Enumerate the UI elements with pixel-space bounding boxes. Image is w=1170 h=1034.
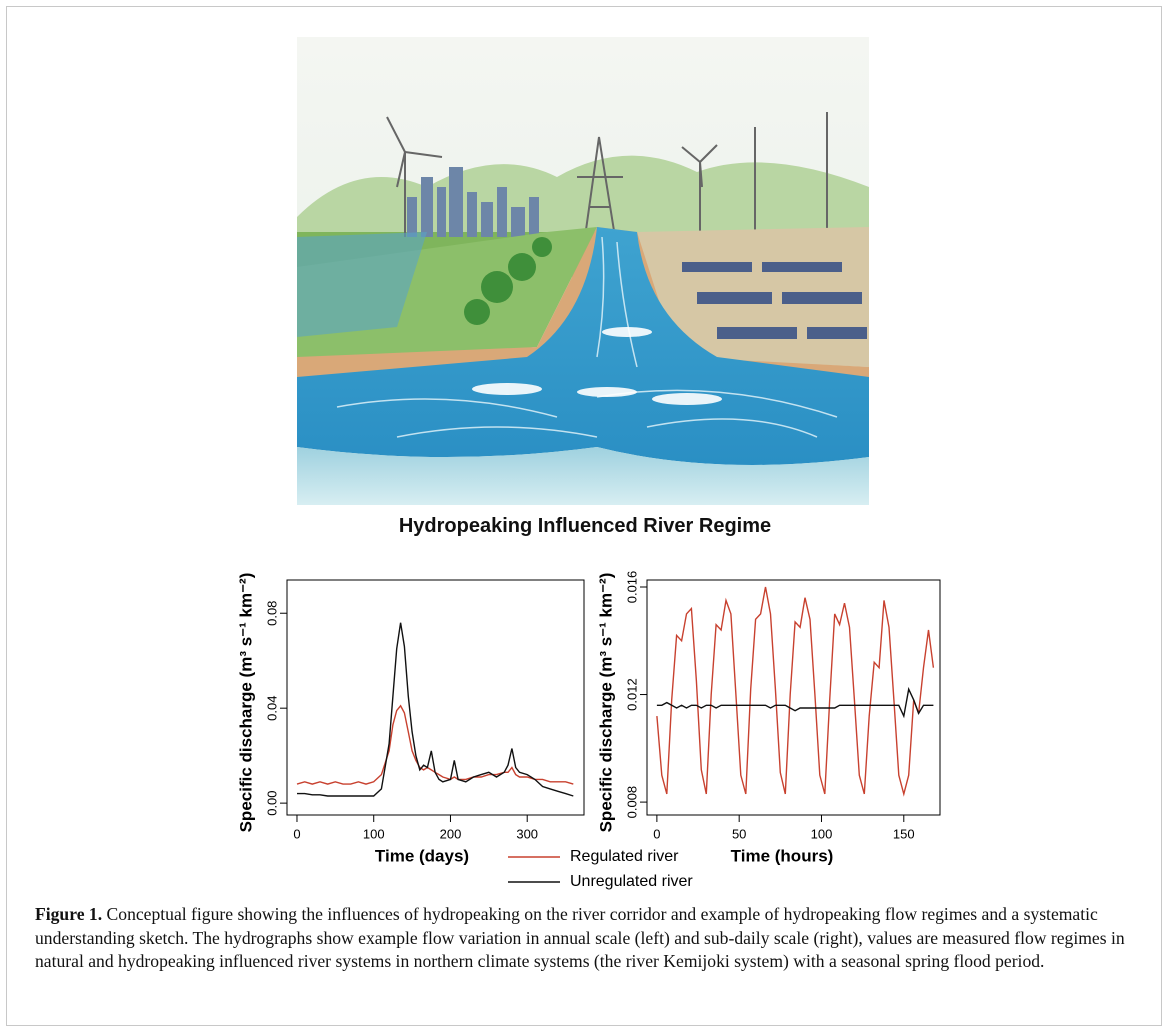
caption-label: Figure 1. — [35, 904, 102, 924]
y-axis-label: Specific discharge (m³ s⁻¹ km⁻²) — [596, 573, 615, 833]
x-axis-label: Time (days) — [375, 846, 469, 865]
x-tick-label: 100 — [811, 826, 833, 841]
x-tick-label: 0 — [293, 826, 300, 841]
series-line — [297, 623, 573, 796]
y-tick-label: 0.016 — [624, 571, 639, 604]
page: Hydropeaking Influenced River Regime 010… — [0, 0, 1170, 1034]
x-axis-label: Time (hours) — [731, 846, 834, 865]
caption: Figure 1. Conceptual figure showing the … — [35, 903, 1145, 974]
y-tick-label: 0.008 — [624, 786, 639, 819]
x-tick-label: 300 — [516, 826, 538, 841]
x-tick-label: 50 — [732, 826, 746, 841]
x-tick-label: 200 — [440, 826, 462, 841]
y-tick-label: 0.08 — [264, 601, 279, 626]
y-tick-label: 0.012 — [624, 678, 639, 711]
caption-text: Conceptual figure showing the influences… — [35, 904, 1125, 971]
charts: 0 100 200 300 0.00 0.04 0.08 Time (days) Specifi… — [0, 0, 1170, 900]
y-tick-label: 0.00 — [264, 790, 279, 815]
x-tick-label: 150 — [893, 826, 915, 841]
x-tick-label: 100 — [363, 826, 385, 841]
legend-label: Unregulated river — [570, 873, 693, 890]
series-line — [657, 587, 934, 794]
plot-frame — [647, 580, 940, 815]
y-axis-label: Specific discharge (m³ s⁻¹ km⁻²) — [236, 573, 255, 833]
y-tick-label: 0.04 — [264, 696, 279, 721]
legend-label: Regulated river — [570, 848, 679, 865]
x-tick-label: 0 — [653, 826, 660, 841]
